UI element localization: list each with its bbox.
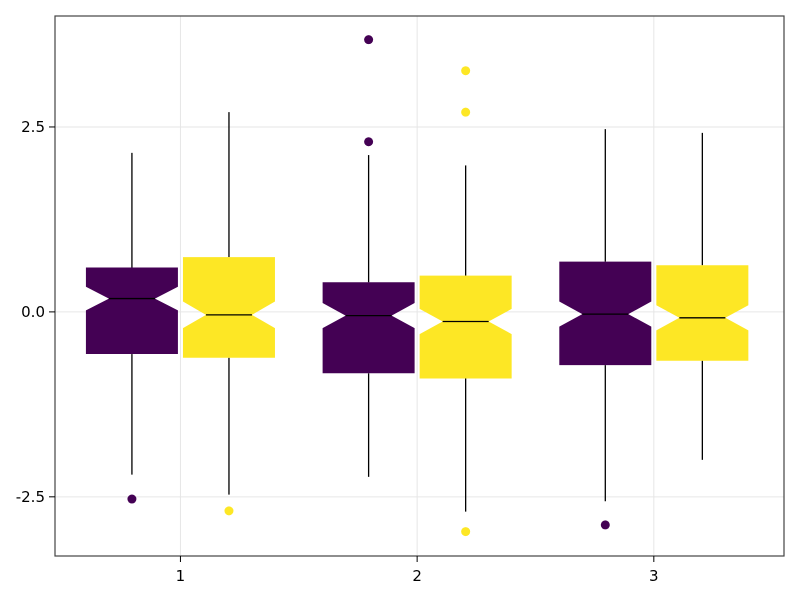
box-series <box>85 35 749 537</box>
outlier-point <box>364 137 374 147</box>
outlier-point <box>224 506 234 516</box>
plot-frame <box>54 15 785 557</box>
notched-box <box>322 282 415 374</box>
outlier-point <box>461 66 471 76</box>
notched-box <box>419 275 512 379</box>
box-category-2 <box>322 35 415 477</box>
notched-box <box>656 265 749 361</box>
outlier-point <box>600 520 610 530</box>
outlier-point <box>461 527 471 537</box>
y-tick-label: -2.5 <box>16 488 45 506</box>
grid-lines <box>55 16 784 556</box>
outlier-point <box>461 107 471 117</box>
series-2 <box>182 66 749 537</box>
x-tick-label: 2 <box>412 567 422 585</box>
notched-box <box>559 261 652 366</box>
series-1 <box>85 35 652 530</box>
x-tick-label: 1 <box>176 567 186 585</box>
box-category-1 <box>85 152 178 504</box>
axis-ticks: -2.5 0.0 2.5 1 2 3 <box>16 118 659 585</box>
notched-box <box>182 257 275 358</box>
notched-box <box>85 267 178 355</box>
outlier-point <box>127 494 137 504</box>
box-category-2 <box>419 66 512 537</box>
x-tick-label: 3 <box>649 567 659 585</box>
y-tick-label: 0.0 <box>21 303 45 321</box>
box-category-1 <box>182 112 275 516</box>
box-category-3 <box>656 132 749 460</box>
outlier-point <box>364 35 374 45</box>
y-tick-label: 2.5 <box>21 118 45 136</box>
box-category-3 <box>559 129 652 530</box>
